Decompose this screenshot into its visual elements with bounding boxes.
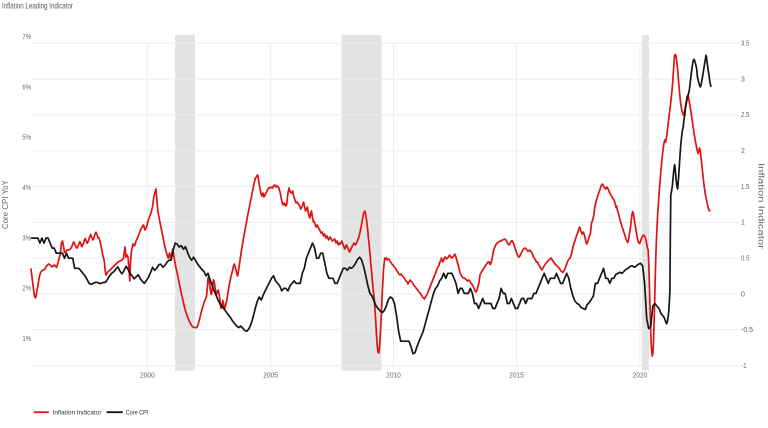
svg-text:0.5: 0.5 (741, 256, 749, 263)
svg-text:2015: 2015 (509, 373, 524, 380)
svg-text:2005: 2005 (263, 373, 278, 380)
svg-text:2010: 2010 (386, 373, 401, 380)
svg-text:1.5: 1.5 (741, 184, 749, 191)
svg-text:Inflation Leading Indicator: Inflation Leading Indicator (2, 1, 73, 11)
svg-text:Core CPI YoY: Core CPI YoY (1, 179, 10, 229)
svg-text:-0.5: -0.5 (741, 327, 753, 334)
svg-text:7%: 7% (22, 34, 31, 41)
svg-text:2020: 2020 (633, 373, 648, 380)
svg-text:1: 1 (741, 220, 745, 227)
svg-text:4%: 4% (22, 185, 31, 192)
svg-text:2: 2 (741, 148, 745, 155)
svg-text:Inflation Indicator: Inflation Indicator (757, 163, 766, 249)
svg-text:Core CPI: Core CPI (126, 410, 149, 417)
svg-text:3.5: 3.5 (741, 41, 749, 48)
svg-text:5%: 5% (22, 135, 31, 142)
svg-text:3: 3 (741, 76, 745, 83)
svg-text:-1: -1 (741, 363, 747, 370)
svg-text:3%: 3% (22, 235, 31, 242)
svg-text:0: 0 (741, 291, 745, 298)
svg-text:1%: 1% (22, 336, 31, 343)
svg-text:2.5: 2.5 (741, 112, 749, 119)
svg-text:6%: 6% (22, 84, 31, 91)
svg-text:Inflation Indicator: Inflation Indicator (53, 410, 103, 417)
svg-text:2%: 2% (22, 286, 31, 293)
svg-text:2000: 2000 (140, 373, 155, 380)
